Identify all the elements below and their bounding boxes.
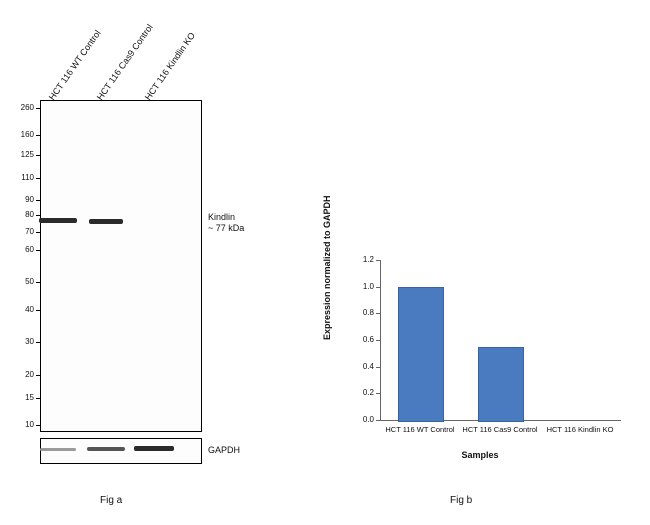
y-tick-mark bbox=[376, 393, 380, 394]
x-tick-label: HCT 116 Kindlin KO bbox=[540, 425, 620, 434]
y-tick-mark bbox=[376, 260, 380, 261]
figure-a-caption: Fig a bbox=[100, 495, 122, 506]
loading-control-label: GAPDH bbox=[208, 445, 240, 456]
mw-tick-label: 15 bbox=[14, 393, 34, 402]
y-tick-mark bbox=[376, 313, 380, 314]
mw-tick-label: 160 bbox=[14, 130, 34, 139]
mw-tick-label: 70 bbox=[14, 227, 34, 236]
mw-tick-label: 50 bbox=[14, 277, 34, 286]
mw-tick-mark bbox=[36, 108, 40, 109]
mw-tick-mark bbox=[36, 375, 40, 376]
protein-name: Kindlin bbox=[208, 212, 235, 222]
y-tick-label: 1.0 bbox=[352, 282, 374, 291]
target-band bbox=[39, 218, 77, 223]
protein-mw: ~ 77 kDa bbox=[208, 223, 244, 233]
target-band bbox=[89, 219, 123, 224]
y-tick-mark bbox=[376, 287, 380, 288]
x-tick-label: HCT 116 WT Control bbox=[380, 425, 460, 434]
chart-bar bbox=[478, 347, 524, 422]
chart-bar bbox=[398, 287, 444, 422]
y-tick-mark bbox=[376, 420, 380, 421]
gapdh-band bbox=[40, 448, 76, 451]
mw-tick-mark bbox=[36, 232, 40, 233]
gapdh-band bbox=[87, 447, 125, 451]
y-tick-label: 0.6 bbox=[352, 335, 374, 344]
figure-container: HCT 116 WT ControlHCT 116 Cas9 ControlHC… bbox=[0, 0, 650, 525]
gapdh-band bbox=[134, 446, 174, 451]
mw-tick-mark bbox=[36, 425, 40, 426]
lane-label: HCT 116 WT Control bbox=[47, 28, 103, 102]
y-tick-mark bbox=[376, 367, 380, 368]
lane-label: HCT 116 Kindlin KO bbox=[143, 31, 197, 102]
mw-tick-mark bbox=[36, 282, 40, 283]
figure-b-caption: Fig b bbox=[450, 495, 472, 506]
blot-membrane-gapdh bbox=[40, 438, 202, 464]
mw-tick-label: 260 bbox=[14, 103, 34, 112]
x-axis-label: Samples bbox=[330, 450, 630, 460]
mw-tick-label: 30 bbox=[14, 337, 34, 346]
mw-tick-label: 80 bbox=[14, 210, 34, 219]
mw-tick-label: 20 bbox=[14, 370, 34, 379]
mw-tick-mark bbox=[36, 250, 40, 251]
mw-tick-mark bbox=[36, 310, 40, 311]
mw-tick-label: 40 bbox=[14, 305, 34, 314]
mw-tick-label: 90 bbox=[14, 195, 34, 204]
mw-tick-label: 125 bbox=[14, 150, 34, 159]
bar-chart: Expression normalized to GAPDH 0.00.20.4… bbox=[330, 250, 630, 480]
y-tick-label: 0.4 bbox=[352, 362, 374, 371]
target-protein-label: Kindlin ~ 77 kDa bbox=[208, 212, 244, 234]
mw-tick-label: 10 bbox=[14, 420, 34, 429]
mw-tick-mark bbox=[36, 155, 40, 156]
mw-tick-mark bbox=[36, 215, 40, 216]
mw-tick-mark bbox=[36, 398, 40, 399]
mw-tick-mark bbox=[36, 342, 40, 343]
mw-tick-label: 60 bbox=[14, 245, 34, 254]
y-tick-label: 0.2 bbox=[352, 388, 374, 397]
mw-tick-mark bbox=[36, 200, 40, 201]
y-tick-label: 1.2 bbox=[352, 255, 374, 264]
mw-tick-mark bbox=[36, 135, 40, 136]
y-axis-label: Expression normalized to GAPDH bbox=[322, 195, 332, 340]
y-tick-label: 0.0 bbox=[352, 415, 374, 424]
x-tick-label: HCT 116 Cas9 Control bbox=[460, 425, 540, 434]
y-tick-mark bbox=[376, 340, 380, 341]
mw-tick-mark bbox=[36, 178, 40, 179]
y-tick-label: 0.8 bbox=[352, 308, 374, 317]
blot-membrane-main bbox=[40, 100, 202, 432]
mw-tick-label: 110 bbox=[14, 173, 34, 182]
